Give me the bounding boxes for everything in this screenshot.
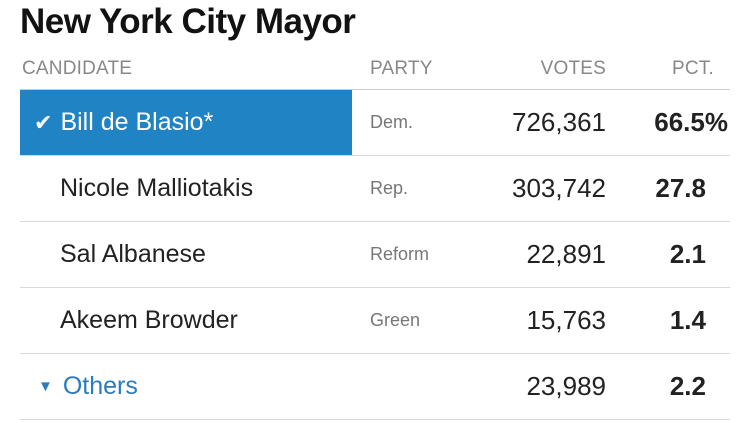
- party-cell: Reform: [370, 244, 430, 264]
- candidate-name: Sal Albanese: [60, 240, 206, 268]
- candidate-cell: ✔ Bill de Blasio*: [20, 90, 352, 155]
- votes-cell: 303,742: [512, 173, 606, 203]
- votes-cell: 15,763: [526, 305, 606, 335]
- header-votes: VOTES: [540, 58, 606, 79]
- header-pct: PCT.: [672, 58, 714, 79]
- votes-cell: 23,989: [526, 371, 606, 401]
- pct-cell: 66.5%: [654, 107, 728, 137]
- page-title: New York City Mayor: [20, 2, 356, 41]
- candidate-cell: Sal Albanese: [20, 222, 352, 287]
- table-row: Sal Albanese Reform 22,891 2.1: [20, 222, 730, 288]
- pct-cell: 2.1: [669, 239, 706, 269]
- party-cell: Dem.: [370, 112, 414, 132]
- table-header: CANDIDATE PARTY VOTES PCT.: [20, 52, 730, 90]
- votes-cell: 22,891: [526, 239, 606, 269]
- pct-cell: 2.2: [669, 371, 706, 401]
- table-row-others: ▼ Others 23,989 2.2: [20, 354, 730, 420]
- others-label: Others: [62, 372, 138, 400]
- checkmark-icon: ✔: [34, 109, 53, 135]
- others-toggle[interactable]: ▼ Others: [20, 354, 352, 419]
- results-table: CANDIDATE PARTY VOTES PCT. ✔ Bill de Bla…: [20, 52, 730, 420]
- header-party: PARTY: [370, 58, 433, 79]
- table-row: Akeem Browder Green 15,763 1.4: [20, 288, 730, 354]
- party-cell: Rep.: [370, 178, 409, 198]
- table-row: Nicole Malliotakis Rep. 303,742 27.8: [20, 156, 730, 222]
- candidate-cell: Nicole Malliotakis: [20, 156, 352, 221]
- party-cell: Green: [370, 310, 421, 330]
- pct-cell: 1.4: [669, 305, 706, 335]
- candidate-name: Nicole Malliotakis: [60, 174, 254, 202]
- votes-cell: 726,361: [512, 107, 606, 137]
- header-candidate: CANDIDATE: [22, 58, 133, 79]
- candidate-cell: Akeem Browder: [20, 288, 352, 353]
- candidate-name: Bill de Blasio*: [60, 108, 214, 136]
- triangle-down-icon: ▼: [38, 378, 53, 395]
- candidate-name: Akeem Browder: [60, 306, 238, 334]
- table-row: ✔ Bill de Blasio* Dem. 726,361 66.5%: [20, 90, 730, 156]
- pct-cell: 27.8: [655, 173, 706, 203]
